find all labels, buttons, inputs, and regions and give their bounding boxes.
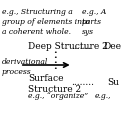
Text: Deep Structure 2: Deep Structure 2: [28, 42, 108, 51]
Text: •: •: [53, 66, 57, 71]
Text: •: •: [53, 50, 57, 55]
Text: Dee: Dee: [103, 42, 121, 51]
Text: ........: ........: [72, 78, 95, 87]
Text: •: •: [53, 60, 57, 65]
Text: derivational
process: derivational process: [2, 58, 48, 76]
Text: e.g.,: e.g.,: [95, 92, 111, 100]
Text: Su: Su: [107, 78, 119, 87]
Text: Surface
Structure 2: Surface Structure 2: [28, 74, 81, 94]
Text: .......: .......: [72, 42, 92, 51]
Text: •: •: [53, 55, 57, 60]
Text: e.g., “organize”: e.g., “organize”: [28, 92, 88, 100]
Text: e.g., Structuring a
group of elements into
a coherent whole.: e.g., Structuring a group of elements in…: [2, 8, 90, 36]
Text: e.g., A
parts
sys: e.g., A parts sys: [82, 8, 106, 36]
